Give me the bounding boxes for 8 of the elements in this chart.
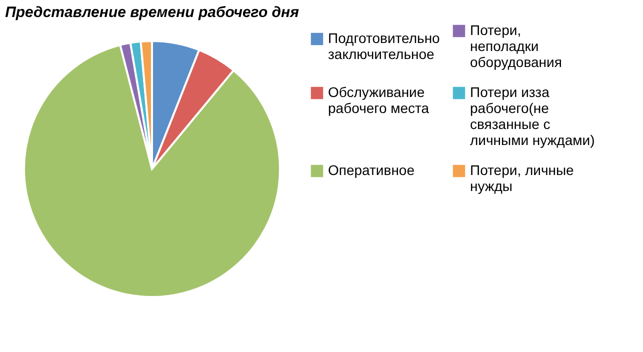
legend-label: Потери, неполадки оборудования (470, 22, 562, 70)
legend-label: Обслуживание рабочего места (328, 84, 430, 116)
pie-slice (23, 44, 281, 298)
legend-label: Оперативное (328, 162, 415, 178)
legend-label: Потери, личные нужды (470, 162, 574, 194)
chart-title: Представление времени рабочего дня (5, 4, 300, 21)
legend-label: Потери изза рабочего(не связанные с личными нуждами) (470, 84, 595, 148)
legend-label: Подготовительно заключительное (328, 30, 440, 62)
